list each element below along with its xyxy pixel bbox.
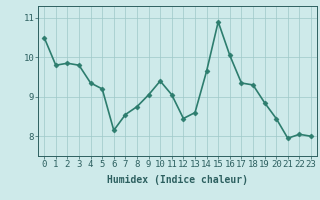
X-axis label: Humidex (Indice chaleur): Humidex (Indice chaleur) [107,175,248,185]
